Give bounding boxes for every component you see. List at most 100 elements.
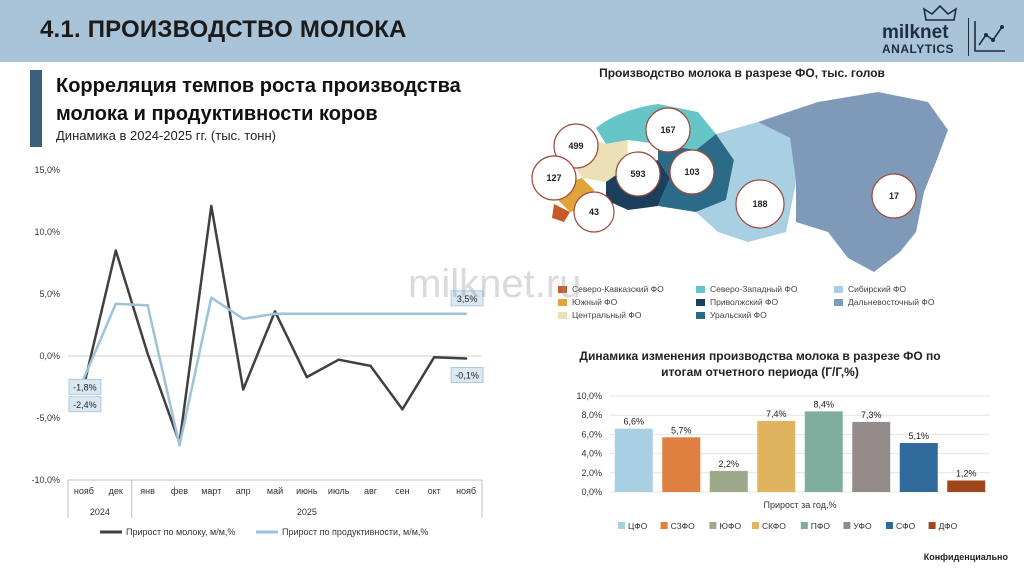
- bar-legend-label: ЮФО: [719, 521, 741, 531]
- annotation-label: -2,4%: [73, 400, 97, 410]
- map-legend-label: Приволжский ФО: [710, 297, 779, 307]
- map-value-bubble: [573, 191, 615, 233]
- bar-ЦФО: [614, 428, 653, 492]
- map-legend-item: Приволжский ФО: [696, 297, 778, 307]
- map-value-label: 103: [684, 167, 699, 177]
- data-point: [114, 302, 117, 306]
- x-tick-label: сен: [395, 486, 410, 496]
- data-point: [433, 312, 436, 316]
- y-tick-label: -10,0%: [31, 475, 60, 485]
- data-point: [114, 249, 117, 252]
- x-tick-label: май: [267, 486, 283, 496]
- map-value-label: 17: [889, 191, 899, 201]
- data-point: [178, 444, 181, 447]
- bar-legend-swatch: [752, 522, 759, 529]
- bar-value-label: 6,6%: [623, 417, 644, 427]
- bar-legend-label: ЦФО: [628, 521, 648, 531]
- map-legend-label: Северо-Кавказский ФО: [572, 284, 664, 294]
- bar-chart: 0,0% 2,0% 4,0% 6,0% 8,0% 10,0% 6,6% 5,7% 2,2% 7,4…: [576, 391, 990, 531]
- milknet-logo: milknet ANALYTICS: [880, 4, 1010, 58]
- data-point: [146, 352, 149, 355]
- data-point: [146, 303, 149, 307]
- bar-value-label: 7,4%: [766, 409, 787, 419]
- map-value-label: 167: [660, 125, 675, 135]
- logo-separator: [968, 18, 969, 56]
- map-legend-label: Уральский ФО: [710, 310, 767, 320]
- bar-legend-label: УФО: [853, 521, 872, 531]
- map-legend-label: Сибирский ФО: [848, 284, 907, 294]
- map-legend-swatch: [834, 299, 843, 307]
- map-legend-swatch: [558, 312, 567, 320]
- bar-legend-swatch: [843, 522, 851, 529]
- map-legend-label: Центральный ФО: [572, 310, 642, 320]
- map-legend-item: Сибирский ФО: [834, 284, 906, 294]
- line-chart: -10,0% -5,0% 0,0% 5,0% 10,0% 15,0% нояб дек янв ф…: [31, 165, 484, 537]
- annotation-box: [450, 367, 484, 383]
- x-tick-label: окт: [428, 486, 441, 496]
- annotation-label: -1,8%: [73, 382, 97, 392]
- map-legend-item: Северо-Кавказский ФО: [558, 284, 664, 294]
- bar-legend-label: СКФО: [762, 521, 786, 531]
- bar-value-label: 2,2%: [718, 459, 739, 469]
- map-value-label: 188: [752, 199, 767, 209]
- data-point: [369, 312, 372, 316]
- x-tick-label: апр: [236, 486, 251, 496]
- bar-value-label: 1,2%: [956, 468, 977, 478]
- y-tick-label: 15,0%: [34, 165, 60, 175]
- bar-СФО: [899, 443, 938, 492]
- bar-legend-label: СФО: [896, 521, 916, 531]
- year-label: 2025: [297, 507, 317, 517]
- page-title: 4.1. ПРОИЗВОДСТВО МОЛОКА: [40, 16, 407, 43]
- map-legend-item: Южный ФО: [558, 297, 617, 307]
- x-tick-label: янв: [140, 486, 155, 496]
- bar-ДФО: [947, 480, 986, 492]
- map-value-label: 499: [568, 141, 583, 151]
- bar-legend-swatch: [660, 522, 668, 529]
- map-legend-swatch: [696, 312, 705, 320]
- map-value-bubble: [615, 151, 661, 197]
- logo-sub: ANALYTICS: [882, 42, 955, 56]
- y-tick-label: 10,0%: [576, 391, 602, 401]
- x-tick-label: нояб: [456, 486, 476, 496]
- annotation-box: [68, 396, 102, 413]
- map-value-label: 127: [546, 173, 561, 183]
- accent-bar: [30, 70, 42, 147]
- map-legend: Северо-Кавказский ФО Северо-Западный ФО Си…: [558, 284, 958, 326]
- data-point: [464, 357, 468, 360]
- bar-legend-swatch: [618, 522, 625, 529]
- y-tick-label: 6,0%: [581, 429, 602, 439]
- map-legend-label: Северо-Западный ФО: [710, 284, 798, 294]
- section-title-line1: Корреляция темпов роста производства: [56, 75, 461, 97]
- bar-value-label: 7,3%: [861, 410, 882, 420]
- data-point: [241, 388, 245, 391]
- annotation-label: 3,5%: [457, 294, 478, 304]
- data-point: [337, 312, 340, 316]
- y-tick-label: 0,0%: [581, 487, 602, 497]
- map-value-bubble: [669, 149, 715, 195]
- data-point: [305, 312, 309, 316]
- x-tick-label: дек: [109, 486, 123, 496]
- x-tick-label: фев: [171, 486, 188, 496]
- x-tick-label: март: [201, 486, 221, 496]
- map-value-bubble: [871, 173, 917, 219]
- bar-value-label: 5,7%: [671, 425, 692, 435]
- data-point: [369, 364, 372, 368]
- bar-СЗФО: [662, 437, 701, 492]
- bar-legend-label: ПФО: [811, 521, 831, 531]
- map-value-label: 593: [630, 169, 645, 179]
- map-value-bubble: [531, 155, 577, 201]
- header-bar: 4.1. ПРОИЗВОДСТВО МОЛОКА milknet ANALYTI…: [0, 0, 1024, 62]
- map-title: Производство молока в разрезе ФО, тыс. г…: [599, 66, 885, 80]
- logo-name: milknet: [882, 22, 949, 43]
- series-line-1: [82, 204, 467, 445]
- data-point: [210, 296, 213, 299]
- data-point: [433, 356, 436, 359]
- bar-legend-swatch: [709, 522, 717, 529]
- map-legend-item: Дальневосточный ФО: [834, 297, 934, 307]
- map-legend-swatch: [696, 286, 705, 294]
- bar-ЮФО: [709, 470, 748, 492]
- map-legend-swatch: [696, 299, 705, 307]
- map-region-dfo: [758, 92, 948, 272]
- y-tick-label: 8,0%: [581, 410, 602, 420]
- map-value-label: 43: [589, 207, 599, 217]
